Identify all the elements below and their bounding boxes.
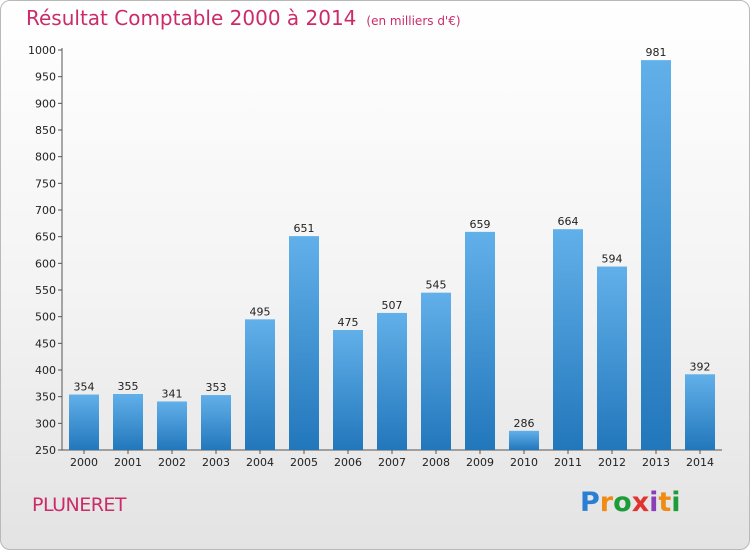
chart-title: Résultat Comptable 2000 à 2014 <box>26 6 357 30</box>
x-tick-label-2007: 2007 <box>378 456 406 469</box>
value-label-2004: 495 <box>250 305 271 318</box>
bar-2010 <box>509 430 539 450</box>
value-label-2002: 341 <box>162 387 183 400</box>
value-label-2006: 475 <box>338 316 359 329</box>
x-tick-label-2011: 2011 <box>554 456 582 469</box>
y-tick-label: 400 <box>35 364 56 377</box>
bar-2011 <box>553 229 583 450</box>
bar-2002 <box>157 401 187 450</box>
x-tick-label-2005: 2005 <box>290 456 318 469</box>
y-tick-label: 900 <box>35 97 56 110</box>
x-tick-label-2008: 2008 <box>422 456 450 469</box>
x-tick-label-2004: 2004 <box>246 456 274 469</box>
bar-2014 <box>685 374 715 450</box>
x-tick-label-2006: 2006 <box>334 456 362 469</box>
bar-2000 <box>69 394 99 450</box>
bar-2003 <box>201 395 231 450</box>
x-tick-label-2003: 2003 <box>202 456 230 469</box>
commune-name: PLUNERET <box>32 494 127 516</box>
value-label-2010: 286 <box>514 417 535 430</box>
x-tick-label-2010: 2010 <box>510 456 538 469</box>
proxiti-logo: Proxiti <box>580 487 681 518</box>
y-tick-label: 700 <box>35 204 56 217</box>
y-tick-label: 350 <box>35 391 56 404</box>
y-tick-label: 550 <box>35 284 56 297</box>
chart-subtitle: (en milliers d'€) <box>366 14 461 28</box>
value-label-2012: 594 <box>602 253 623 266</box>
bar-2006 <box>333 330 363 450</box>
y-tick-label: 800 <box>35 151 56 164</box>
bar-2001 <box>113 394 143 450</box>
y-tick-label: 1000 <box>28 44 56 57</box>
y-tick-label: 750 <box>35 177 56 190</box>
x-tick-label-2014: 2014 <box>686 456 714 469</box>
x-tick-label-2002: 2002 <box>158 456 186 469</box>
chart-title-block: Résultat Comptable 2000 à 2014 (en millie… <box>26 6 461 30</box>
x-tick-label-2009: 2009 <box>466 456 494 469</box>
x-tick-label-2012: 2012 <box>598 456 626 469</box>
y-tick-label: 300 <box>35 417 56 430</box>
y-tick-label: 950 <box>35 71 56 84</box>
value-label-2005: 651 <box>294 222 315 235</box>
bar-2005 <box>289 236 319 450</box>
value-label-2008: 545 <box>426 279 447 292</box>
bar-2013 <box>641 60 671 451</box>
bar-2009 <box>465 231 495 450</box>
value-label-2011: 664 <box>558 215 579 228</box>
value-label-2000: 354 <box>74 381 95 394</box>
value-label-2013: 981 <box>646 46 667 59</box>
y-tick-label: 850 <box>35 124 56 137</box>
bar-2008 <box>421 292 451 450</box>
x-tick-label-2000: 2000 <box>70 456 98 469</box>
bar-2004 <box>245 319 275 450</box>
x-tick-label-2013: 2013 <box>642 456 670 469</box>
y-tick-label: 250 <box>35 444 56 457</box>
value-label-2001: 355 <box>118 380 139 393</box>
y-tick-label: 500 <box>35 311 56 324</box>
y-tick-label: 450 <box>35 337 56 350</box>
bar-2007 <box>377 312 407 450</box>
bar-2012 <box>597 266 627 450</box>
value-label-2014: 392 <box>690 360 711 373</box>
y-tick-label: 600 <box>35 257 56 270</box>
value-label-2007: 507 <box>382 299 403 312</box>
x-tick-label-2001: 2001 <box>114 456 142 469</box>
value-label-2009: 659 <box>470 218 491 231</box>
value-label-2003: 353 <box>206 381 227 394</box>
y-tick-label: 650 <box>35 231 56 244</box>
